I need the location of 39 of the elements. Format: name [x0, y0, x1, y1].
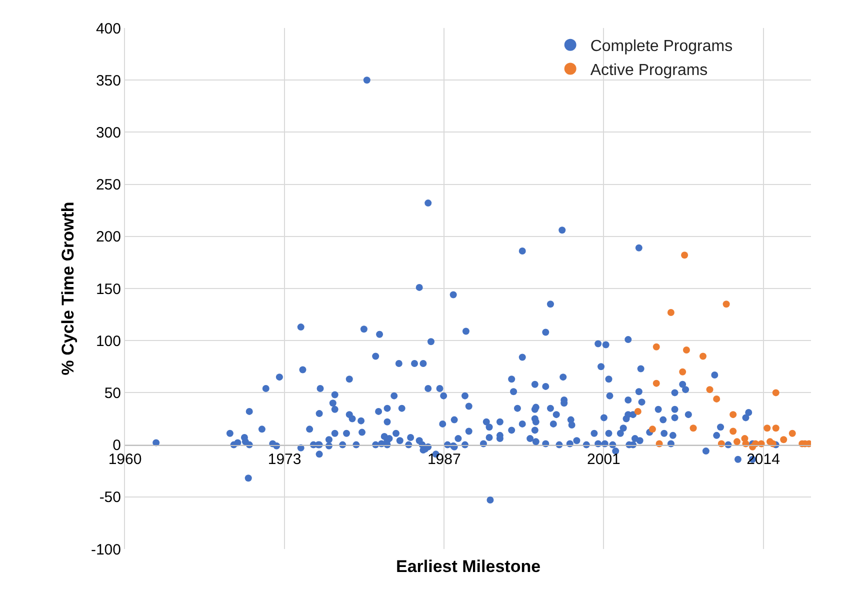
- point: [652, 380, 660, 387]
- y-tick-label: -100: [90, 541, 121, 558]
- point: [733, 438, 740, 446]
- point: [706, 386, 714, 394]
- x-axis-title: Earliest Milestone: [396, 557, 541, 576]
- point: [652, 343, 660, 350]
- point: [764, 424, 771, 432]
- x-tick-label: 2014: [746, 450, 780, 468]
- y-axis-title: % Cycle Time Growth: [58, 202, 78, 376]
- point: [700, 352, 706, 360]
- y-tick-label: -50: [99, 489, 121, 506]
- legend-label: Active Programs: [590, 62, 708, 79]
- point: [667, 308, 674, 316]
- point: [772, 424, 780, 432]
- y-tick-label: 400: [96, 20, 121, 38]
- y-tick-label: 300: [96, 124, 121, 142]
- y-tick-label: 100: [96, 332, 121, 350]
- y-tick-label: 250: [96, 176, 121, 194]
- point: [679, 368, 686, 376]
- legend-label: Complete Programs: [590, 38, 733, 56]
- x-tick-label: 1987: [427, 450, 461, 468]
- point: [713, 395, 720, 402]
- y-tick-label: 50: [104, 384, 121, 402]
- point: [682, 346, 690, 354]
- point: [648, 426, 656, 433]
- y-tick-label: 350: [96, 72, 121, 90]
- point: [788, 430, 796, 437]
- point: [780, 436, 788, 444]
- x-tick-label: 2001: [587, 450, 620, 468]
- point: [681, 252, 688, 259]
- point: [772, 389, 780, 396]
- point: [634, 408, 642, 415]
- x-tick-label: 1973: [268, 450, 302, 468]
- y-tick-label: 150: [96, 280, 121, 298]
- point: [730, 411, 737, 418]
- point: [730, 428, 737, 435]
- point: [690, 424, 697, 432]
- point: [722, 300, 730, 308]
- y-tick-label: 200: [96, 228, 121, 246]
